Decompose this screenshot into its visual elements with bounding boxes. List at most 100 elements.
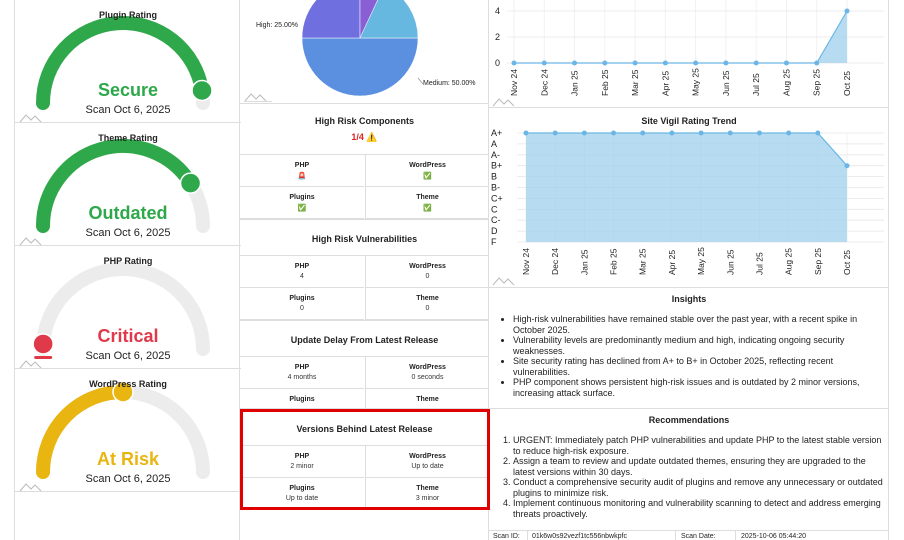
gauge-scan-date: Scan Oct 6, 2025 bbox=[85, 350, 171, 362]
component-cell-plugins: Plugins ✅ bbox=[240, 187, 364, 219]
vuln-cell-plugins: Plugins 0 bbox=[240, 288, 364, 320]
gauge-panel: WordPress Rating At Risk Scan Oct 6, 2025 bbox=[15, 369, 241, 492]
x-tick-label: May 25 bbox=[691, 68, 701, 96]
vuln-cell-wordpress: WordPress 0 bbox=[365, 256, 489, 288]
ratings-column: Plugin Rating Secure Scan Oct 6, 2025 Theme… bbox=[14, 0, 241, 540]
list-item: Vulnerability levels are predominantly m… bbox=[513, 335, 883, 356]
y-tick-label: A+ bbox=[491, 128, 502, 138]
scan-info-row: Scan ID: 01k6w0s92vezf1tc556nbwkpfc Scan… bbox=[489, 530, 889, 540]
x-tick-label: Sep 25 bbox=[812, 69, 822, 96]
recommendations-list: URGENT: Immediately patch PHP vulnerabil… bbox=[513, 435, 883, 519]
sitevigil-logo-icon bbox=[19, 360, 42, 369]
high-risk-vulnerabilities-grid: PHP 4 WordPress 0 Plugins 0 Theme 0 bbox=[240, 255, 489, 321]
y-tick-label: B bbox=[491, 172, 497, 182]
gauge-knob bbox=[32, 333, 54, 355]
component-cell-wordpress: WordPress ✅ bbox=[365, 155, 489, 187]
y-tick-label: A bbox=[491, 139, 497, 149]
trends-column: 0 2 4 Nov 24 Dec 24 Jan 25 Feb 25 Mar 25 Apr 25 M… bbox=[489, 0, 889, 540]
data-point bbox=[783, 60, 789, 66]
y-tick-label: A- bbox=[491, 150, 500, 160]
x-tick-label: Nov 24 bbox=[509, 69, 519, 96]
vuln-cell-theme: Theme 0 bbox=[365, 288, 489, 320]
recommendations-title: Recommendations bbox=[648, 415, 730, 425]
gauge-scan-date: Scan Oct 6, 2025 bbox=[85, 473, 171, 485]
pie-slice-other2 bbox=[359, 0, 419, 39]
data-point bbox=[541, 60, 547, 66]
insights-panel: Insights High-risk vulnerabilities have … bbox=[489, 288, 889, 409]
x-tick-label: Nov 24 bbox=[521, 248, 531, 275]
gauge-title: Plugin Rating bbox=[99, 10, 157, 20]
pie-slice-medium bbox=[301, 37, 419, 97]
gauge-fill-arc bbox=[36, 139, 198, 233]
scan-date-label: Scan Date: bbox=[681, 533, 716, 540]
list-item: High-risk vulnerabilities have remained … bbox=[513, 314, 883, 335]
delay-cell-theme: Theme bbox=[365, 389, 489, 410]
list-item: PHP component shows persistent high-risk… bbox=[513, 377, 883, 398]
data-point bbox=[723, 60, 729, 66]
area-fill bbox=[526, 133, 847, 242]
gauge-status-label: Secure bbox=[97, 80, 159, 100]
x-tick-label: Mar 25 bbox=[638, 248, 648, 275]
high-risk-components-panel: High Risk Components 1/4 ⚠️ PHP 🚨 WordPre… bbox=[240, 104, 489, 220]
sitevigil-logo-icon bbox=[492, 277, 515, 286]
scan-id-label: Scan ID: bbox=[493, 533, 520, 540]
vulnerability-pie-chart bbox=[301, 0, 424, 97]
x-tick-label: Mar 25 bbox=[630, 69, 640, 96]
data-point bbox=[602, 60, 608, 66]
data-point bbox=[572, 60, 578, 66]
gauge-panel: Theme Rating Outdated Scan Oct 6, 2025 bbox=[15, 123, 241, 246]
gauge-knob bbox=[191, 79, 213, 102]
components-column: High: 25.00% Medium: 50.00% High Risk Co… bbox=[240, 0, 489, 540]
x-tick-label: Jan 25 bbox=[579, 249, 589, 275]
vuln-cell-php: PHP 4 bbox=[240, 256, 364, 288]
sitevigil-logo-icon bbox=[19, 114, 42, 123]
rating-trend-chart: FDC-CC+B-BB+A-AA+ Nov 24 Dec 24 Jan 25 Feb 2… bbox=[491, 128, 884, 286]
vulnerability-trend-panel: 0 2 4 Nov 24 Dec 24 Jan 25 Feb 25 Mar 25 Apr 25 M… bbox=[489, 0, 889, 108]
component-cell-theme: Theme ✅ bbox=[365, 187, 489, 219]
list-item: Implement continuous monitoring and vuln… bbox=[513, 498, 883, 519]
high-risk-vulnerabilities-title: High Risk Vulnerabilities bbox=[311, 234, 418, 244]
gauge-scan-date: Scan Oct 6, 2025 bbox=[85, 104, 171, 116]
versions-behind-title: Versions Behind Latest Release bbox=[296, 424, 433, 434]
gauge-fill-arc bbox=[36, 16, 210, 110]
y-tick-label: 0 bbox=[495, 58, 500, 68]
data-point bbox=[581, 130, 587, 136]
gauge-title: PHP Rating bbox=[103, 256, 153, 266]
insights-list: High-risk vulnerabilities have remained … bbox=[513, 314, 883, 398]
gauge-knob bbox=[179, 172, 202, 194]
data-point bbox=[523, 130, 529, 136]
x-tick-label: Apr 25 bbox=[667, 250, 677, 275]
version-cell-php: PHP 2 minor bbox=[240, 446, 364, 478]
pie-label-high: High: 25.00% bbox=[256, 22, 299, 29]
y-tick-label: C bbox=[491, 204, 498, 214]
high-risk-components-grid: PHP 🚨 WordPress ✅ Plugins ✅ Theme ✅ bbox=[240, 154, 489, 220]
x-tick-label: Dec 24 bbox=[539, 69, 549, 96]
x-tick-label: Jul 25 bbox=[754, 252, 764, 275]
vulnerability-trend-chart: 0 2 4 Nov 24 Dec 24 Jan 25 Feb 25 Mar 25 Apr 25 M… bbox=[492, 0, 884, 107]
gauge-dial bbox=[19, 381, 210, 492]
sitevigil-logo-icon bbox=[19, 483, 42, 492]
data-point bbox=[611, 130, 617, 136]
pie-label-medium: Medium: 50.00% bbox=[423, 80, 476, 87]
update-delay-title: Update Delay From Latest Release bbox=[290, 335, 439, 345]
data-point bbox=[727, 130, 733, 136]
delay-cell-php: PHP 4 months bbox=[240, 357, 364, 389]
y-tick-label: 4 bbox=[495, 6, 500, 16]
highlight-annotation-box bbox=[240, 409, 490, 510]
x-tick-label: Feb 25 bbox=[600, 69, 610, 96]
high-risk-components-count: 1/4 ⚠️ bbox=[351, 132, 378, 142]
x-tick-label: Jun 25 bbox=[721, 70, 731, 96]
x-tick-label: Jun 25 bbox=[725, 249, 735, 275]
delay-cell-plugins: Plugins bbox=[240, 389, 364, 410]
gauge-knob bbox=[112, 381, 134, 403]
data-point bbox=[698, 130, 704, 136]
x-tick-label: Aug 25 bbox=[784, 248, 794, 275]
x-tick-label: Oct 25 bbox=[842, 250, 852, 275]
sitevigil-logo-icon bbox=[244, 93, 272, 102]
pie-slice-other bbox=[359, 0, 378, 39]
area-line bbox=[526, 132, 848, 167]
rating-trend-title: Site Vigil Rating Trend bbox=[641, 116, 737, 126]
data-point bbox=[511, 60, 517, 66]
x-tick-label: Aug 25 bbox=[781, 69, 791, 96]
gauge-scan-date: Scan Oct 6, 2025 bbox=[85, 227, 171, 239]
